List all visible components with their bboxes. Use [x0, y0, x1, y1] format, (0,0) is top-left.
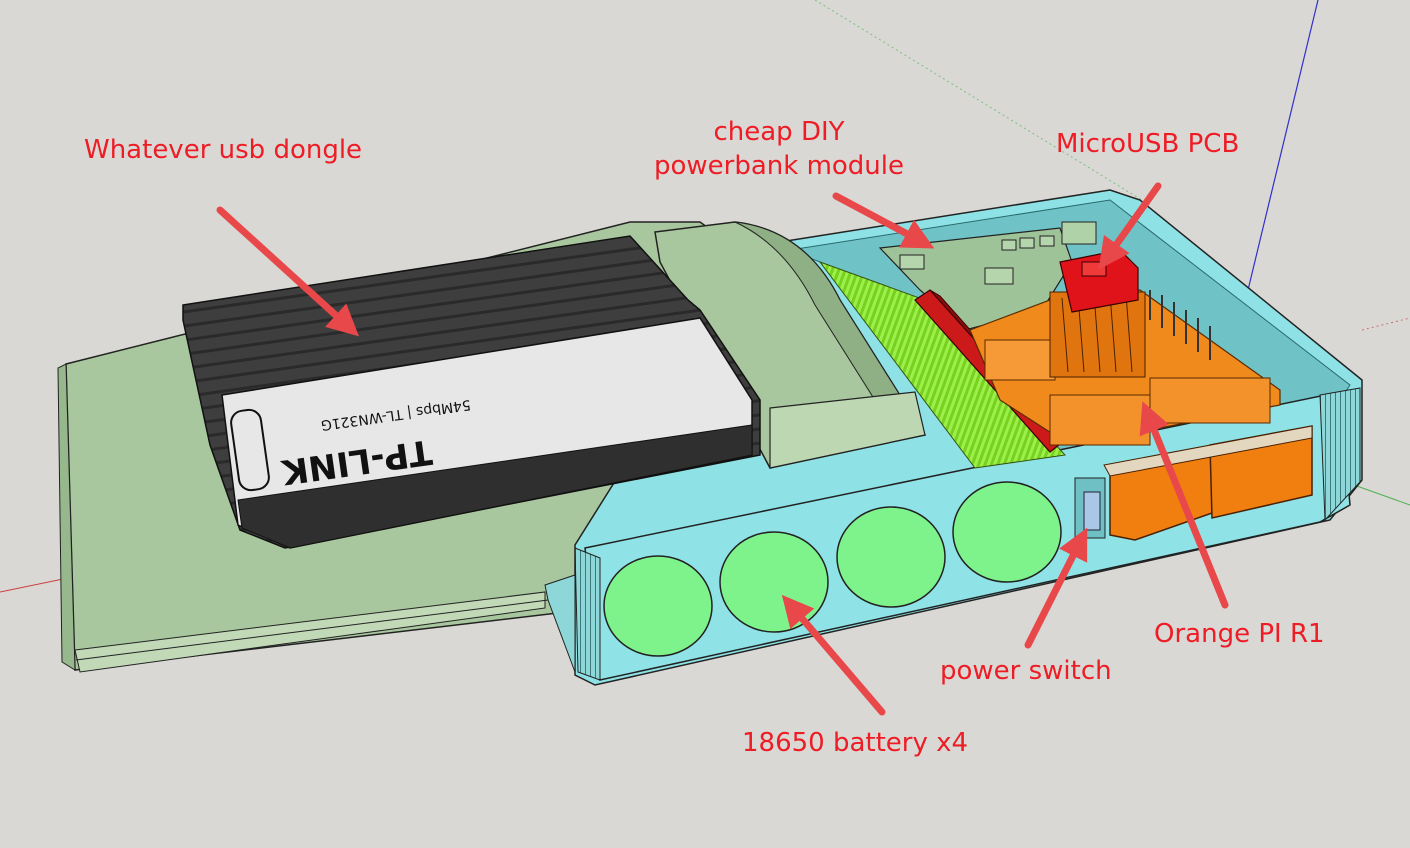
powerbank-pcb — [878, 221, 1097, 331]
arrow-powerbank — [832, 192, 935, 249]
dongle-strap-slot — [230, 408, 270, 492]
arrow-microusb — [1098, 182, 1162, 270]
arrow-battery — [781, 594, 886, 716]
axis-line-blue — [1247, 0, 1319, 291]
label-microusb-text: MicroUSB PCB — [1056, 129, 1240, 159]
arrow-power-switch — [1024, 527, 1088, 649]
label-orange-pi-text: Orange PI R1 — [1154, 619, 1325, 649]
label-power-switch-text: power switch — [940, 656, 1112, 686]
label-battery: 18650 battery x4 — [742, 726, 968, 760]
label-microusb-pcb: MicroUSB PCB — [1056, 127, 1239, 161]
tray-latch-block — [654, 221, 927, 469]
label-usb-dongle-text: Whatever usb dongle — [84, 135, 363, 165]
power-switch — [1074, 477, 1106, 539]
label-powerbank-line1: cheap DIY — [713, 117, 845, 147]
battery-holder — [818, 260, 1066, 469]
label-battery-text: 18650 battery x4 — [742, 728, 969, 758]
axis-line-red-left — [0, 577, 69, 593]
label-powerbank-module: cheap DIY powerbank module — [648, 115, 910, 183]
label-orange-pi: Orange PI R1 — [1154, 617, 1325, 651]
axis-line-green — [814, 0, 1151, 206]
axis-line-red-right — [1361, 317, 1410, 331]
arrow-dongle — [216, 206, 359, 337]
label-usb-dongle: Whatever usb dongle — [84, 133, 362, 167]
arrow-orangepi — [1139, 401, 1229, 609]
label-power-switch: power switch — [940, 654, 1112, 688]
label-powerbank-line2: powerbank module — [653, 151, 905, 181]
battery-cells — [603, 481, 1062, 657]
microusb-pcb — [1059, 249, 1139, 313]
gpio-pins — [1149, 290, 1211, 360]
